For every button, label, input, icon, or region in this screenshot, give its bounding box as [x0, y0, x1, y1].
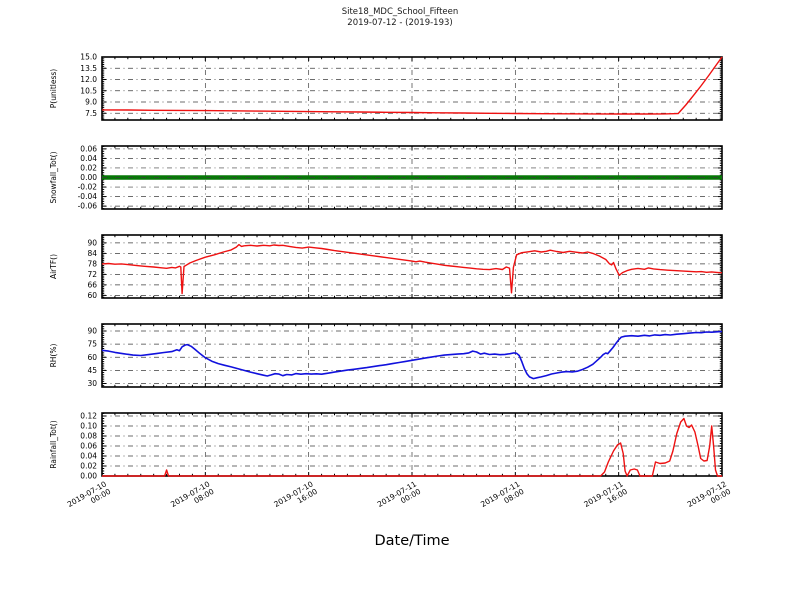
- x-tick-label: 2019-07-1016:00: [272, 479, 319, 516]
- y-tick-label: 60: [87, 291, 97, 300]
- y-tick-label: 84: [87, 249, 97, 258]
- subplot-rh: 90 75 60 45 30 RH(%): [49, 323, 723, 388]
- y-tick-label: -0.04: [78, 192, 98, 201]
- subplot-snowfall-tot: 0.060.040.020.00-0.02-0.04-0.06 Snowfall_…: [49, 144, 723, 211]
- y-tick-label: 75: [87, 340, 97, 349]
- y-tick-label: 0.06: [80, 144, 97, 153]
- y-tick-label: -0.06: [78, 202, 98, 211]
- chart-title-block: Site18_MDC_School_Fifteen 2019-07-12 - (…: [0, 7, 800, 29]
- y-axis-label-rainfall-tot: Rainfall_Tot(): [49, 420, 58, 468]
- x-axis-title: Date/Time: [374, 533, 450, 549]
- y-axis-label-p-unitless: P(unitless): [49, 69, 58, 108]
- y-tick-label: 72: [87, 270, 97, 279]
- y-tick-label: 9.0: [85, 98, 97, 107]
- y-tick-label: 30: [87, 379, 97, 388]
- y-tick-label: 0.00: [80, 472, 97, 481]
- y-tick-label: 0.06: [80, 442, 97, 451]
- y-tick-label: 0.12: [80, 412, 97, 421]
- y-tick-label: 0.02: [80, 462, 97, 471]
- y-tick-label: 66: [87, 280, 97, 289]
- y-tick-label: 90: [87, 327, 97, 336]
- y-tick-label: -0.02: [78, 183, 98, 192]
- series-rainfall-tot: [102, 417, 722, 477]
- series-rh: [101, 330, 723, 380]
- x-tick-label: 2019-07-1000:00: [66, 479, 113, 516]
- chart-title: Site18_MDC_School_Fifteen: [341, 7, 459, 17]
- y-tick-label: 0.10: [80, 422, 97, 431]
- series-p-unitless: [101, 56, 723, 115]
- y-tick-label: 0.00: [80, 173, 97, 182]
- chart-subtitle: 2019-07-12 - (2019-193): [347, 18, 453, 28]
- y-axis-label-rh: RH(%): [49, 344, 58, 368]
- y-tick-label: 0.08: [80, 432, 97, 441]
- subplot-rainfall-tot: 0.120.100.080.060.040.020.00 Rainfall_Tot…: [49, 412, 723, 481]
- y-tick-label: 45: [87, 366, 97, 375]
- x-tick-label: 2019-07-1116:00: [582, 479, 629, 516]
- y-tick-label: 0.02: [80, 164, 97, 173]
- y-tick-label: 0.04: [80, 452, 97, 461]
- x-tick-label: 2019-07-1008:00: [169, 479, 216, 516]
- y-tick-label: 10.5: [80, 86, 97, 95]
- y-tick-label: 13.5: [80, 64, 97, 73]
- y-tick-label: 60: [87, 353, 97, 362]
- subplot-p-unitless: 15.0 13.5 12.0 10.5 9.0 7.5 P(unitless): [49, 53, 723, 121]
- x-tick-label: 2019-07-1108:00: [479, 479, 526, 516]
- y-tick-label: 12.0: [80, 75, 97, 84]
- y-tick-label: 78: [87, 259, 97, 268]
- y-tick-label: 0.04: [80, 154, 97, 163]
- y-tick-label: 15.0: [80, 53, 97, 62]
- x-tick-label: 2019-07-1100:00: [376, 479, 423, 516]
- y-axis-label-airtf: AirTF(): [49, 254, 58, 279]
- y-tick-label: 90: [87, 238, 97, 247]
- y-axis-label-snowfall-tot: Snowfall_Tot(): [49, 151, 58, 203]
- series-airtf: [101, 243, 723, 295]
- x-tick-label: 2019-07-1200:00: [686, 479, 733, 516]
- y-tick-label: 7.5: [85, 109, 97, 118]
